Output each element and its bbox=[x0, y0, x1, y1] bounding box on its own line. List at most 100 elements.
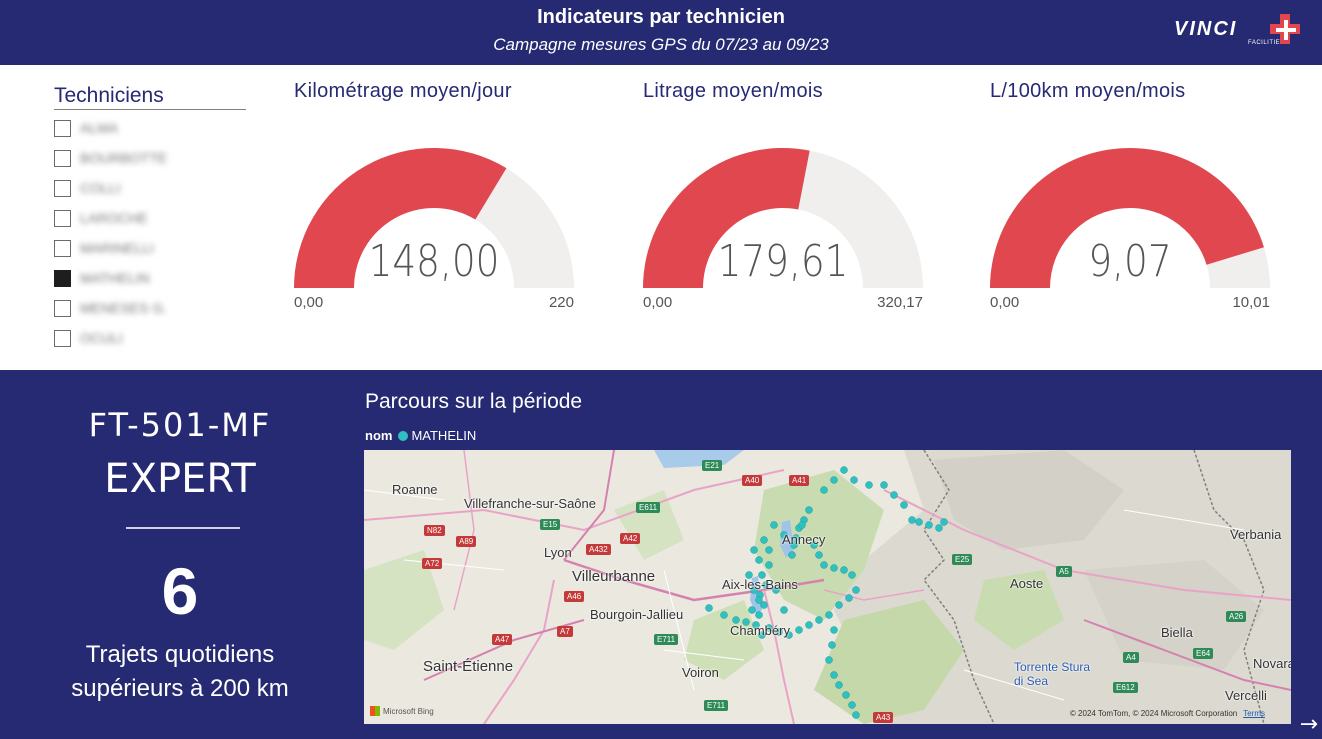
map-city-label: Vercelli bbox=[1225, 688, 1267, 703]
gauge-arc bbox=[643, 148, 923, 288]
checkbox-checked[interactable] bbox=[54, 269, 71, 287]
trip-count: 6 bbox=[161, 554, 199, 628]
divider bbox=[126, 527, 240, 529]
gauge-max: 220 bbox=[548, 294, 574, 311]
slicer-item-label: ALMA bbox=[80, 120, 119, 136]
map-city-label: Bourgoin-Jallieu bbox=[590, 607, 684, 622]
description-line: Trajets quotidiens bbox=[85, 641, 275, 668]
slicer-item[interactable]: ALMA bbox=[54, 113, 246, 143]
provider-label: Microsoft Bing bbox=[383, 706, 434, 716]
slicer-item[interactable]: LAROCHE bbox=[54, 203, 246, 233]
slicer-item-label: MARINELLI bbox=[80, 240, 154, 256]
terms-link[interactable]: Terms bbox=[1243, 709, 1265, 718]
road-badge: E711 bbox=[704, 700, 729, 711]
copyright-text: © 2024 TomTom, © 2024 Microsoft Corporat… bbox=[1069, 709, 1238, 718]
slicer-item-label: MENESES G. bbox=[80, 300, 168, 316]
gauge-value: 148,00 bbox=[368, 236, 500, 287]
road-badge: A89 bbox=[456, 536, 477, 547]
checkbox[interactable] bbox=[54, 119, 71, 137]
slicer-item[interactable]: MARINELLI bbox=[54, 233, 246, 263]
checkbox[interactable] bbox=[54, 329, 71, 347]
technician-level: EXPERT bbox=[104, 456, 256, 502]
checkbox[interactable] bbox=[54, 299, 71, 317]
road-badge: A42 bbox=[620, 533, 641, 544]
legend-dot-icon bbox=[398, 430, 409, 441]
slicer-item-label: BOURBOTTE bbox=[80, 150, 168, 166]
vehicle-plate: FT-501-MF bbox=[88, 406, 272, 444]
next-page-arrow-icon[interactable]: → bbox=[1299, 712, 1318, 737]
road-badge: N82 bbox=[424, 525, 445, 536]
road-badge: E612 bbox=[1113, 682, 1138, 693]
description-line: supérieurs à 200 km bbox=[71, 675, 289, 702]
slicer-item[interactable]: COLLI bbox=[54, 173, 246, 203]
road-badge: A72 bbox=[422, 558, 443, 569]
road-badge: E711 bbox=[654, 634, 679, 645]
gauge-arc bbox=[990, 147, 1270, 288]
slicer-item-label: OCULI bbox=[80, 330, 123, 346]
gauge-arc bbox=[294, 148, 574, 288]
slicer-item[interactable]: MENESES G. bbox=[54, 293, 246, 323]
gauge-max: 10,01 bbox=[1232, 294, 1270, 311]
gauge-max: 320,17 bbox=[877, 294, 923, 311]
map-city-label: Biella bbox=[1161, 625, 1193, 640]
checkbox[interactable] bbox=[54, 179, 71, 197]
report-header: Indicateurs par technicien Campagne mesu… bbox=[0, 0, 1322, 65]
map-city-label: Annecy bbox=[782, 532, 826, 547]
road-badge: A41 bbox=[789, 475, 810, 486]
road-badge: A46 bbox=[564, 591, 585, 602]
gauge-min: 0,00 bbox=[294, 294, 324, 311]
gauge-litrage[interactable]: Litrage moyen/mois 179,61 0,00 320,17 bbox=[643, 76, 943, 326]
legend-title: nom bbox=[365, 428, 393, 443]
road-badge: A4 bbox=[1123, 652, 1139, 663]
gauge-title: Kilométrage moyen/jour bbox=[294, 80, 512, 102]
checkbox[interactable] bbox=[54, 209, 71, 227]
gauge-min: 0,00 bbox=[643, 294, 673, 311]
slicer-label: Techniciens bbox=[54, 84, 246, 110]
gauge-min: 0,00 bbox=[990, 294, 1020, 311]
map-city-label: Lyon bbox=[544, 545, 572, 560]
map-city-label: Aoste bbox=[1010, 576, 1044, 591]
map-city-label: Torrente Stura di Sea bbox=[1014, 660, 1091, 688]
trip-count-description: Trajets quotidiens supérieurs à 200 km bbox=[30, 638, 330, 706]
slicer-item[interactable]: BOURBOTTE bbox=[54, 143, 246, 173]
map-city-label: Verbania bbox=[1230, 527, 1282, 542]
road-badge: A5 bbox=[1056, 566, 1072, 577]
road-badge: E21 bbox=[702, 460, 723, 471]
map-background bbox=[364, 450, 1291, 724]
logo-wordmark: VINCI bbox=[1174, 18, 1238, 40]
bing-logo: Microsoft Bing bbox=[370, 706, 434, 716]
slicer-item[interactable]: OCULI bbox=[54, 323, 246, 353]
road-badge: A432 bbox=[586, 544, 611, 555]
slicer-item-label: COLLI bbox=[80, 180, 121, 196]
route-map[interactable]: Roanne Villefranche-sur-Saône Lyon Ville… bbox=[364, 450, 1291, 724]
checkbox[interactable] bbox=[54, 239, 71, 257]
gauge-value: 9,07 bbox=[1088, 236, 1172, 287]
gauge-consumption[interactable]: L/100km moyen/mois 9,07 0,00 10,01 bbox=[990, 76, 1290, 326]
map-city-label: Saint-Étienne bbox=[423, 658, 514, 675]
logo-subtext: FACILITIES bbox=[1248, 40, 1285, 46]
gauge-value: 179,61 bbox=[717, 236, 849, 287]
road-badge: E611 bbox=[636, 502, 661, 513]
map-city-label: Aix-les-Bains bbox=[722, 577, 798, 592]
slicer-item-label: LAROCHE bbox=[80, 210, 148, 226]
gauge-title: Litrage moyen/mois bbox=[643, 80, 823, 102]
checkbox[interactable] bbox=[54, 149, 71, 167]
road-badge: E25 bbox=[952, 554, 973, 565]
slicer-item[interactable]: MATHELIN bbox=[54, 263, 246, 293]
map-city-label: Villefranche-sur-Saône bbox=[464, 496, 596, 511]
map-copyright: © 2024 TomTom, © 2024 Microsoft Corporat… bbox=[1070, 709, 1265, 718]
technicians-slicer: Techniciens ALMA BOURBOTTE COLLI LAROCHE… bbox=[54, 84, 246, 353]
road-badge: A7 bbox=[557, 626, 573, 637]
vinci-logo: VINCI FACILITIES bbox=[1174, 12, 1304, 50]
road-badge: A47 bbox=[492, 634, 513, 645]
map-city-label: Novara bbox=[1253, 656, 1291, 671]
road-badge: E64 bbox=[1193, 648, 1214, 659]
page-title: Indicateurs par technicien bbox=[537, 6, 785, 28]
road-badge: E15 bbox=[540, 519, 561, 530]
map-title: Parcours sur la période bbox=[365, 390, 583, 413]
map-city-label: Voiron bbox=[682, 665, 719, 680]
gauge-title: L/100km moyen/mois bbox=[990, 80, 1186, 102]
gauge-kilometrage[interactable]: Kilométrage moyen/jour 148,00 0,00 220 bbox=[294, 76, 594, 326]
legend-item[interactable]: MATHELIN bbox=[411, 428, 477, 443]
map-city-label: Chambéry bbox=[730, 623, 790, 638]
